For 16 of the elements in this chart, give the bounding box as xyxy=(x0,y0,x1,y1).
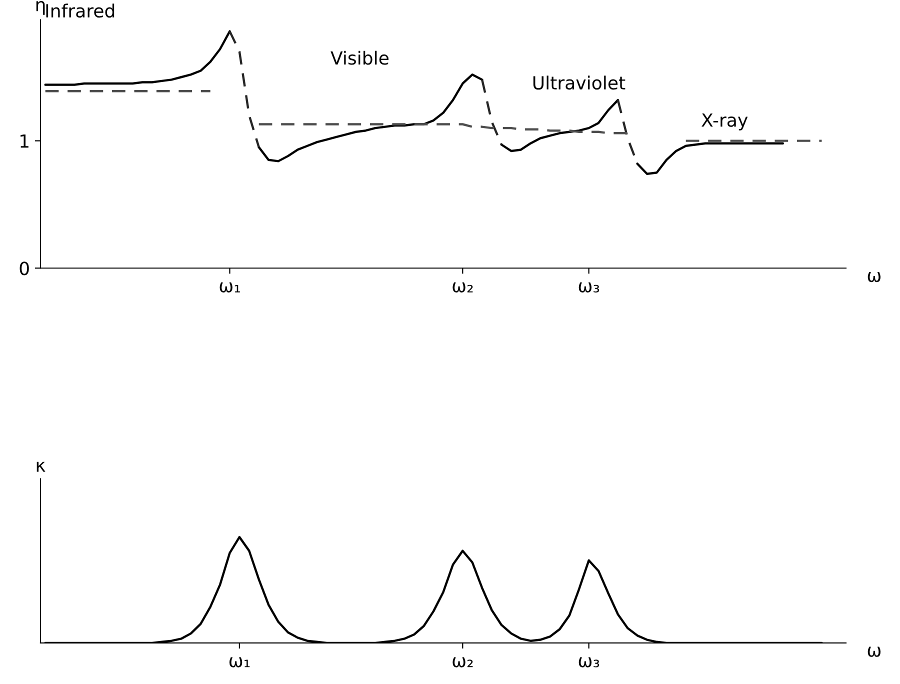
text: Infrared xyxy=(46,4,114,18)
x-axis-title: ω xyxy=(868,646,881,657)
y-tick-label: 1 xyxy=(20,134,28,148)
y-tick-label: 0 xyxy=(20,262,29,276)
x-axis-title: ω xyxy=(868,272,881,282)
x-tick-label: ω₂ xyxy=(452,657,473,668)
y-axis-title: κ xyxy=(36,462,46,472)
x-tick-label: ω₁ xyxy=(229,657,250,668)
y-axis-title: η xyxy=(36,1,45,15)
annotation: Ultraviolet xyxy=(533,76,626,90)
x-tick-label: ω₂ xyxy=(452,282,473,293)
annotation: Visible xyxy=(330,50,388,65)
annotation: X-ray xyxy=(702,113,748,130)
x-tick-label: ω₁ xyxy=(220,282,240,293)
x-tick-label: ω₃ xyxy=(578,282,600,293)
x-tick-label: ω₃ xyxy=(578,657,600,668)
